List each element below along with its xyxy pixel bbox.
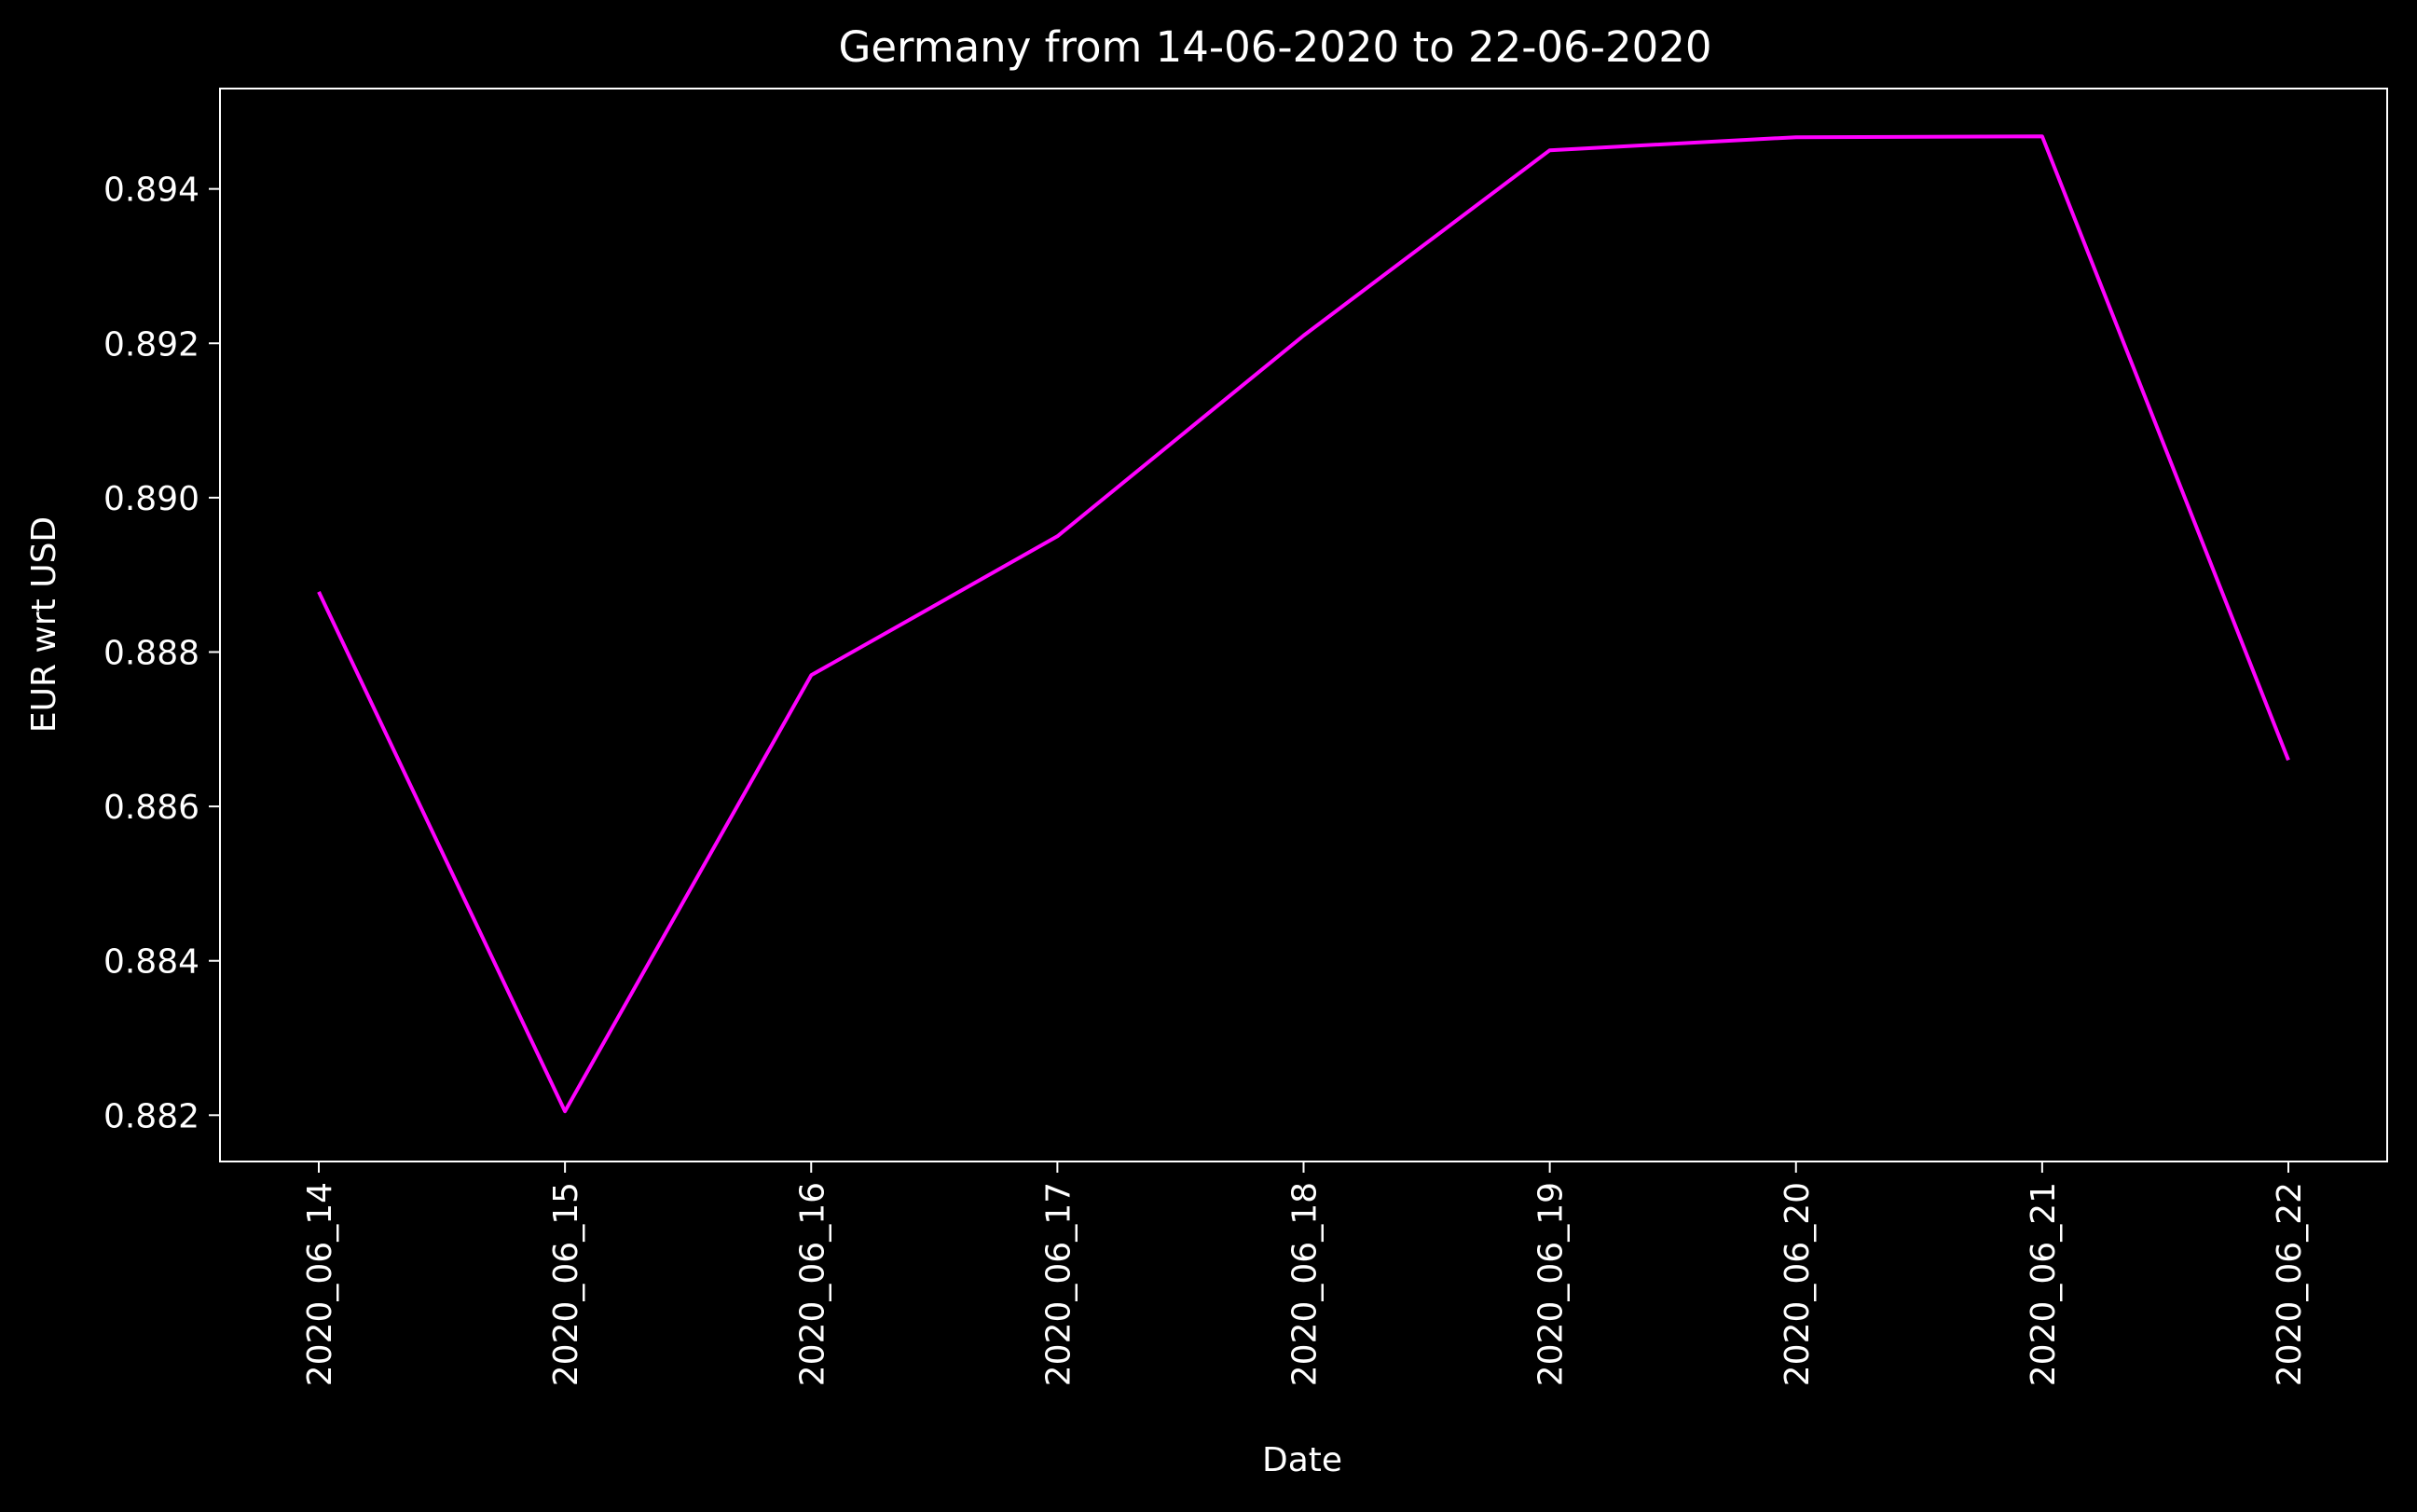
series-line: [317, 134, 2290, 1114]
x-tick-label: 2020_06_20: [1778, 1182, 1817, 1386]
data-point: [1548, 148, 1552, 152]
x-axis-label: Date: [1262, 1441, 1342, 1479]
x-tick-label: 2020_06_19: [1532, 1182, 1571, 1386]
x-tick-label: 2020_06_16: [793, 1182, 831, 1386]
plot-area: 0.882 0.884 0.886 0.888 0.890 0.892 0.894 2020_…: [103, 88, 2388, 1386]
data-point: [563, 1109, 567, 1113]
data-point: [2287, 758, 2290, 762]
x-tick-label: 2020_06_22: [2271, 1182, 2309, 1386]
x-tick-label: 2020_06_15: [547, 1182, 585, 1386]
y-tick-label: 0.894: [103, 172, 199, 210]
y-tick-label: 0.884: [103, 943, 199, 982]
data-point: [317, 590, 321, 594]
x-tick-label: 2020_06_17: [1039, 1182, 1078, 1386]
y-axis-label: EUR wrt USD: [25, 516, 63, 733]
y-tick-label: 0.886: [103, 789, 199, 827]
data-point: [1302, 334, 1306, 337]
x-tick-label: 2020_06_18: [1286, 1182, 1325, 1386]
x-tick-label: 2020_06_14: [301, 1182, 339, 1386]
y-tick-label: 0.890: [103, 480, 199, 518]
data-point: [2040, 134, 2044, 138]
chart-title: Germany from 14-06-2020 to 22-06-2020: [839, 22, 1712, 72]
data-point: [1055, 534, 1059, 538]
y-tick-label: 0.888: [103, 634, 199, 672]
y-tick-label: 0.892: [103, 325, 199, 364]
data-point: [809, 673, 813, 677]
data-point: [1794, 135, 1798, 139]
x-tick-label: 2020_06_21: [2025, 1182, 2063, 1386]
y-tick-label: 0.882: [103, 1097, 199, 1135]
